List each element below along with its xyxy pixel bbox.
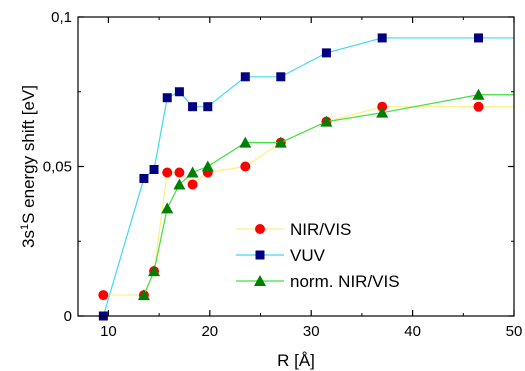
- y-axis-title-superscript: 1: [19, 224, 31, 230]
- data-point-nir-vis: [473, 101, 484, 112]
- data-point-norm-nir-vis: [274, 136, 287, 148]
- data-point-norm-nir-vis: [320, 115, 333, 127]
- data-point-vuv: [276, 72, 286, 82]
- y-axis-title-suffix: S energy shift [eV]: [19, 85, 38, 224]
- legend: NIR/VIS VUV norm. NIR/VIS: [236, 220, 400, 291]
- legend-item-norm-nir-vis: norm. NIR/VIS: [236, 272, 400, 291]
- data-point-vuv: [474, 33, 484, 43]
- data-point-vuv: [139, 173, 149, 183]
- legend-item-nir-vis: NIR/VIS: [236, 220, 351, 239]
- series-line-nir-vis: [103, 106, 514, 296]
- data-point-norm-nir-vis: [148, 265, 161, 277]
- data-point-norm-nir-vis: [376, 106, 389, 118]
- data-point-nir-vis: [240, 161, 251, 172]
- y-tick-label: 0,1: [51, 9, 72, 26]
- series-norm-nir-vis: [137, 88, 514, 301]
- data-point-nir-vis: [98, 290, 109, 301]
- data-point-vuv: [240, 72, 250, 82]
- legend-item-vuv: VUV: [236, 246, 326, 265]
- data-point-norm-nir-vis: [173, 178, 186, 190]
- data-point-vuv: [174, 87, 184, 97]
- data-point-nir-vis: [162, 167, 173, 178]
- data-point-nir-vis: [187, 179, 198, 190]
- legend-marker: [254, 275, 266, 286]
- data-point-norm-nir-vis: [472, 88, 485, 100]
- data-point-norm-nir-vis: [161, 202, 174, 214]
- legend-marker: [255, 250, 265, 260]
- x-tick-label: 30: [303, 323, 320, 340]
- series-line-norm-nir-vis: [143, 94, 514, 296]
- x-tick-label: 20: [201, 323, 218, 340]
- data-point-norm-nir-vis: [137, 289, 150, 301]
- data-point-norm-nir-vis: [186, 166, 199, 178]
- data-point-norm-nir-vis: [201, 160, 214, 172]
- y-tick-label: 0: [64, 308, 72, 325]
- series-layer: [98, 33, 514, 321]
- data-point-vuv: [203, 102, 213, 112]
- y-axis-title: 3s1S energy shift [eV]: [19, 85, 38, 248]
- legend-label: VUV: [290, 246, 326, 265]
- data-point-vuv: [162, 93, 172, 103]
- legend-label: norm. NIR/VIS: [290, 272, 400, 291]
- legend-marker: [255, 224, 265, 234]
- y-axis-title-prefix: 3s: [19, 230, 38, 248]
- x-tick-label: 50: [506, 323, 523, 340]
- x-tick-label: 10: [100, 323, 117, 340]
- data-point-norm-nir-vis: [239, 136, 252, 148]
- x-axis-title: R [Å]: [277, 351, 315, 370]
- data-point-nir-vis: [174, 167, 185, 178]
- data-point-vuv: [321, 48, 331, 58]
- data-point-vuv: [188, 102, 198, 112]
- x-tick-label: 40: [404, 323, 421, 340]
- axis-ticks: 10 20 30 40 50 0 0,05 0,1: [43, 9, 523, 340]
- data-point-vuv: [377, 33, 387, 43]
- y-tick-label: 0,05: [43, 159, 72, 176]
- legend-label: NIR/VIS: [290, 220, 351, 239]
- data-point-vuv: [149, 164, 159, 174]
